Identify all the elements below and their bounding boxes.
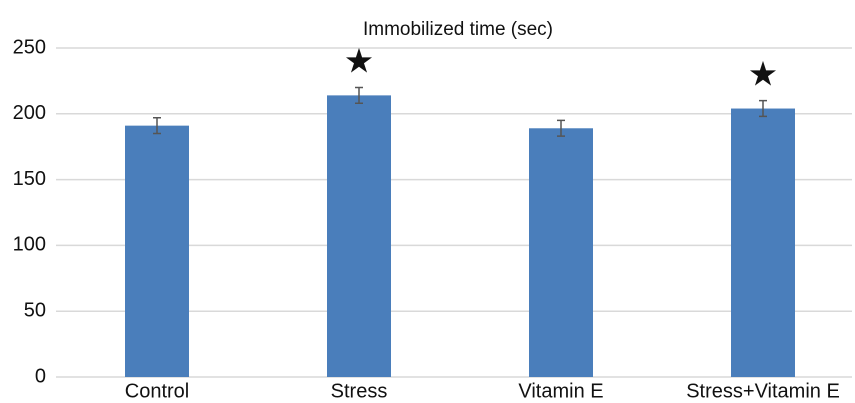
x-tick-label: Vitamin E <box>518 380 603 402</box>
error-bar <box>355 86 363 105</box>
x-tick-label: Stress <box>331 380 388 402</box>
y-tick-label: 200 <box>13 102 46 124</box>
significance-marker: ★ <box>344 42 374 80</box>
chart-title: Immobilized time (sec) <box>363 19 553 40</box>
significance-marker: ★ <box>748 56 778 94</box>
y-tick-label: 150 <box>13 168 46 190</box>
error-bar <box>759 99 767 118</box>
y-tick-label: 50 <box>24 299 46 321</box>
bar <box>125 125 189 377</box>
x-tick-label: Stress+Vitamin E <box>686 380 840 402</box>
x-tick-label: Control <box>125 380 189 402</box>
y-tick-label: 250 <box>13 36 46 58</box>
error-bar <box>153 116 161 135</box>
bar <box>529 128 593 377</box>
bar <box>327 95 391 377</box>
y-tick-label: 100 <box>13 234 46 256</box>
error-bar <box>557 119 565 137</box>
bar <box>731 108 795 377</box>
y-tick-label: 0 <box>35 365 46 387</box>
